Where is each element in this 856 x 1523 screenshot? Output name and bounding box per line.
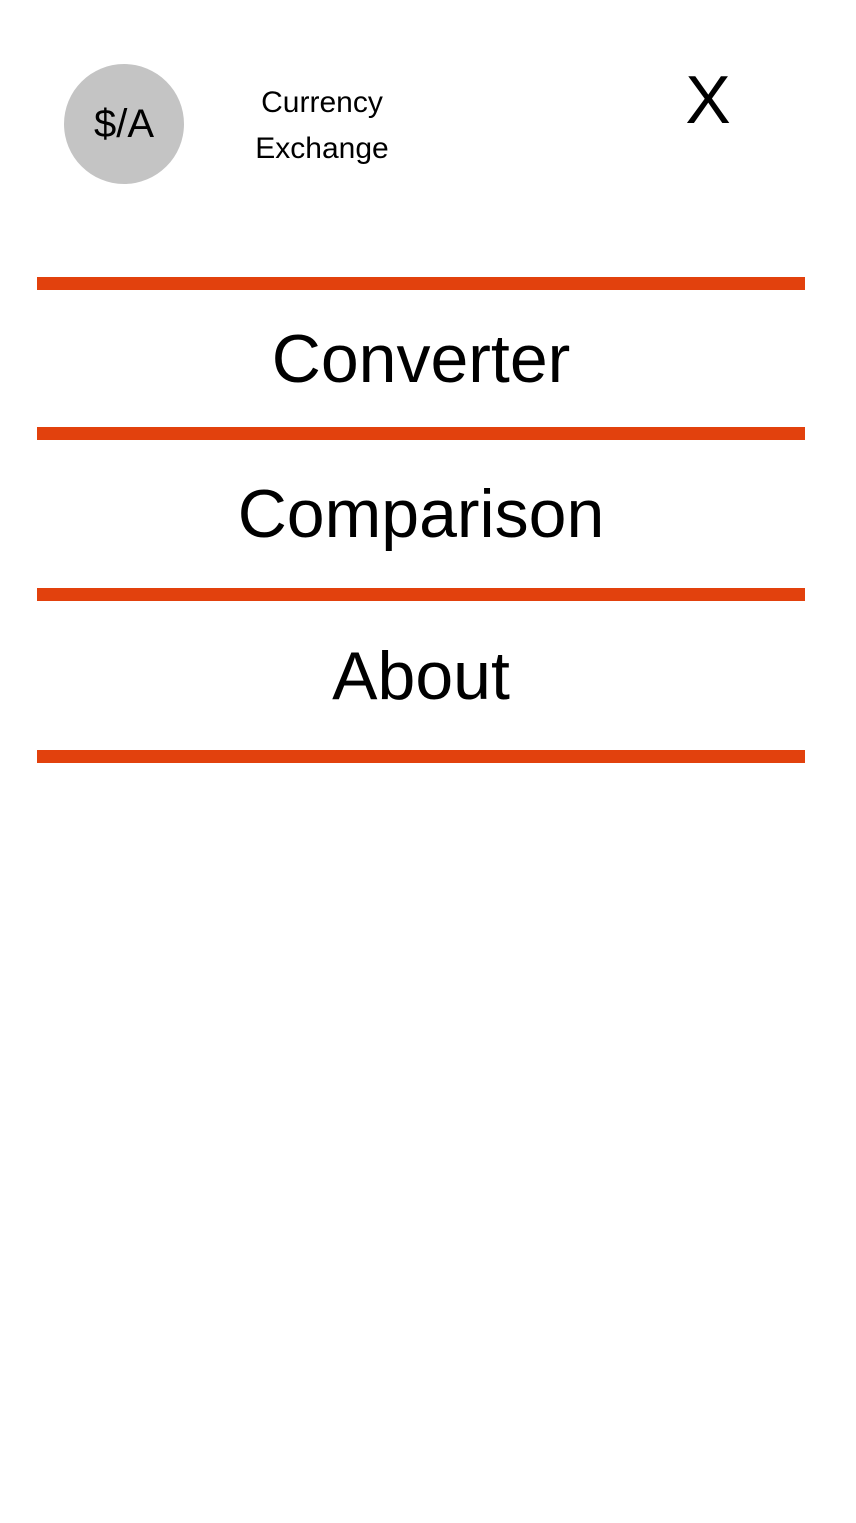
close-button[interactable]: X: [672, 60, 744, 140]
menu-item-label: About: [332, 637, 510, 714]
menu-item-label: Converter: [271, 320, 571, 397]
menu-item-converter[interactable]: Converter: [37, 290, 805, 427]
app-title-line-1: Currency: [261, 86, 383, 119]
menu-item-about[interactable]: About: [37, 601, 805, 750]
app-title: Currency Exchange: [222, 80, 422, 172]
menu-divider: [37, 750, 805, 763]
app-title-line-2: Exchange: [255, 132, 389, 165]
menu-item-label: Comparison: [237, 476, 605, 552]
app-header: $/A Currency Exchange X: [0, 0, 856, 220]
app-logo: $/A: [64, 64, 184, 184]
menu-divider: [37, 588, 805, 601]
logo-text: $/A: [93, 101, 155, 146]
navigation-menu: Converter Comparison About: [37, 277, 805, 763]
menu-item-comparison[interactable]: Comparison: [37, 440, 805, 588]
menu-divider: [37, 427, 805, 440]
menu-divider: [37, 277, 805, 290]
close-icon: X: [685, 62, 731, 138]
